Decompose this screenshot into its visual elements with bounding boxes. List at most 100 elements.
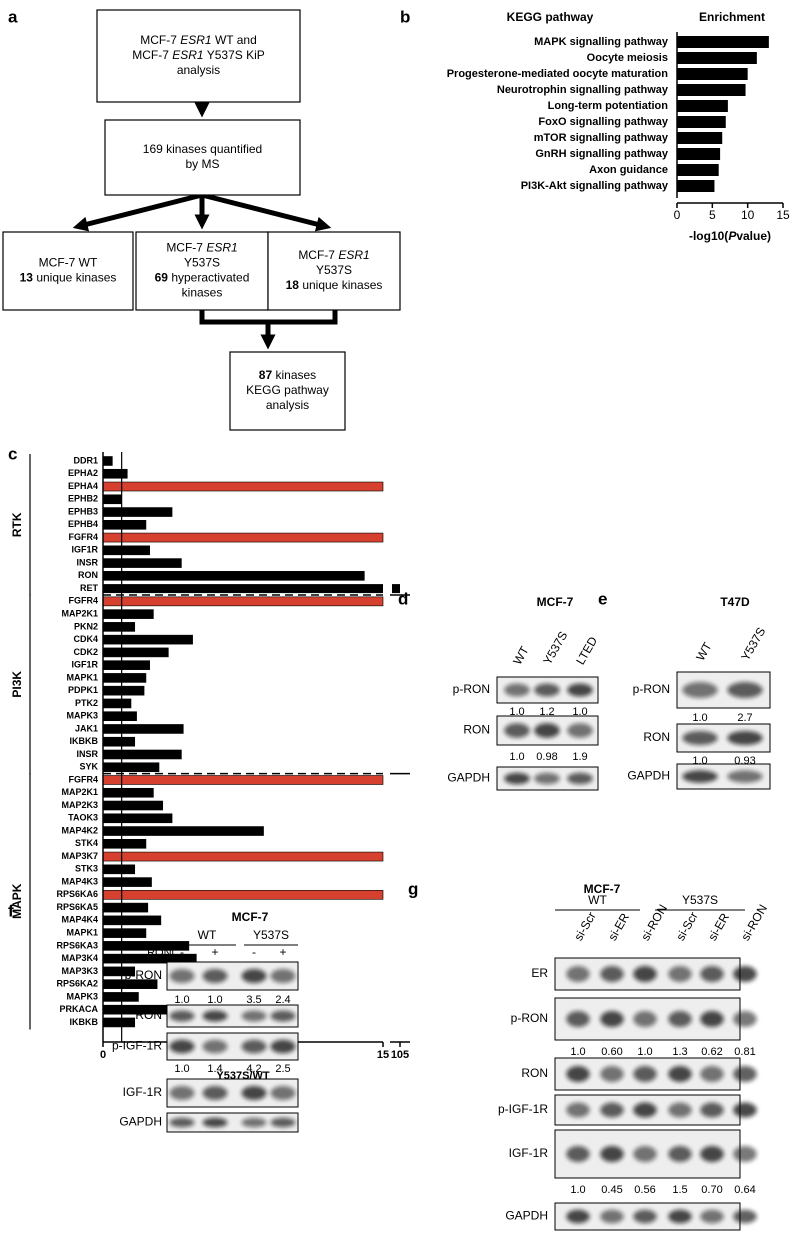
bar (677, 52, 757, 64)
text-segment: P (728, 229, 737, 243)
row-label: RON (643, 730, 670, 744)
quantification: 0.56 (634, 1184, 655, 1196)
x-tick-label: 0 (100, 1049, 106, 1061)
text-segment: ESR1 (206, 241, 237, 255)
bar (677, 84, 746, 96)
band (169, 1117, 195, 1128)
broken-bar (103, 584, 400, 594)
band (270, 1117, 296, 1128)
row-label: GAPDH (119, 1115, 162, 1129)
x-tick-label: 5 (709, 208, 716, 222)
text-segment: MCF-7 WT (39, 256, 98, 270)
flow-text: 69 hyperactivated (155, 271, 250, 285)
bar (102, 877, 152, 887)
band (633, 966, 657, 982)
category-label: CDK2 (73, 647, 98, 657)
panel-label: c (8, 444, 17, 463)
band (682, 682, 718, 698)
text-segment: 87 (259, 368, 273, 382)
quantification: 4.2 (246, 1063, 261, 1075)
flow-box (229, 351, 346, 431)
category-label: FGFR4 (68, 774, 98, 784)
band (504, 772, 530, 785)
blot-strip (166, 1004, 299, 1028)
column-header: KEGG pathway (507, 10, 594, 24)
quantification: 1.0 (637, 1046, 652, 1058)
bar (102, 838, 147, 849)
band (534, 772, 560, 785)
band (700, 1011, 724, 1027)
text-segment: by MS (185, 157, 219, 171)
category-label: FoxO signalling pathway (538, 116, 668, 128)
blot-strip (166, 1112, 299, 1133)
bar (677, 116, 726, 128)
quantification: 0.45 (601, 1184, 622, 1196)
panel-label: e (598, 589, 607, 608)
band (567, 723, 593, 738)
bar-part (103, 584, 383, 594)
group-label: RTK (10, 512, 24, 537)
band (633, 1011, 657, 1027)
quantification: 1.0 (509, 706, 524, 718)
band (633, 1209, 657, 1224)
band (668, 966, 692, 982)
bar (102, 519, 147, 530)
band (668, 1102, 692, 1118)
text-segment: ESR1 (172, 48, 203, 62)
blot-title: MCF-7 (537, 595, 574, 609)
band (600, 1102, 624, 1118)
band (700, 1102, 724, 1118)
band (567, 772, 593, 785)
bar (102, 902, 149, 913)
band (241, 969, 267, 983)
lane-label: LTED (573, 634, 600, 667)
panel-label: f (8, 901, 14, 920)
flow-box (104, 119, 301, 196)
group-label: WT (588, 893, 607, 907)
category-label: MAPK3 (66, 711, 98, 721)
category-label: MAP2K3 (61, 800, 98, 810)
bar (677, 148, 721, 160)
band (600, 966, 624, 982)
band (241, 1010, 267, 1022)
quantification: 2.7 (737, 712, 752, 724)
band (534, 723, 560, 738)
band (600, 1066, 624, 1082)
band (733, 1146, 757, 1162)
category-label: EPHA2 (68, 468, 98, 478)
bar (677, 180, 715, 192)
band (600, 1146, 624, 1162)
text-segment: Y537S KiP (204, 48, 265, 62)
band (567, 683, 593, 697)
quantification: 1.0 (692, 712, 707, 724)
row-label: p-RON (511, 1011, 548, 1025)
text-segment: 13 (20, 271, 34, 285)
band (682, 770, 718, 783)
band (668, 1209, 692, 1224)
bar-part (392, 584, 400, 594)
quantification: 0.81 (734, 1046, 755, 1058)
category-label: Progesterone-mediated oocyte maturation (447, 68, 669, 80)
flow-text: 87 kinases (259, 368, 316, 382)
bar (102, 532, 384, 543)
lane-label: WT (693, 639, 715, 663)
category-label: MAP3K7 (61, 851, 98, 861)
row-label: p-RON (633, 682, 670, 696)
group-label: Y537S (253, 928, 289, 942)
band (169, 1010, 195, 1022)
category-label: MAP3K3 (61, 966, 98, 976)
quantification: 0.62 (701, 1046, 722, 1058)
band (169, 1039, 195, 1054)
lane-label: si-RON (638, 902, 670, 943)
category-label: MAPK1 (66, 672, 98, 682)
bar (102, 800, 164, 811)
flow-text: kinases (182, 286, 223, 300)
row-label: GAPDH (627, 769, 670, 783)
band (241, 1117, 267, 1128)
band (727, 731, 763, 745)
band (700, 966, 724, 982)
panel-label: a (8, 7, 18, 26)
band (566, 1102, 590, 1118)
text-segment: analysis (266, 398, 309, 412)
band (241, 1039, 267, 1054)
